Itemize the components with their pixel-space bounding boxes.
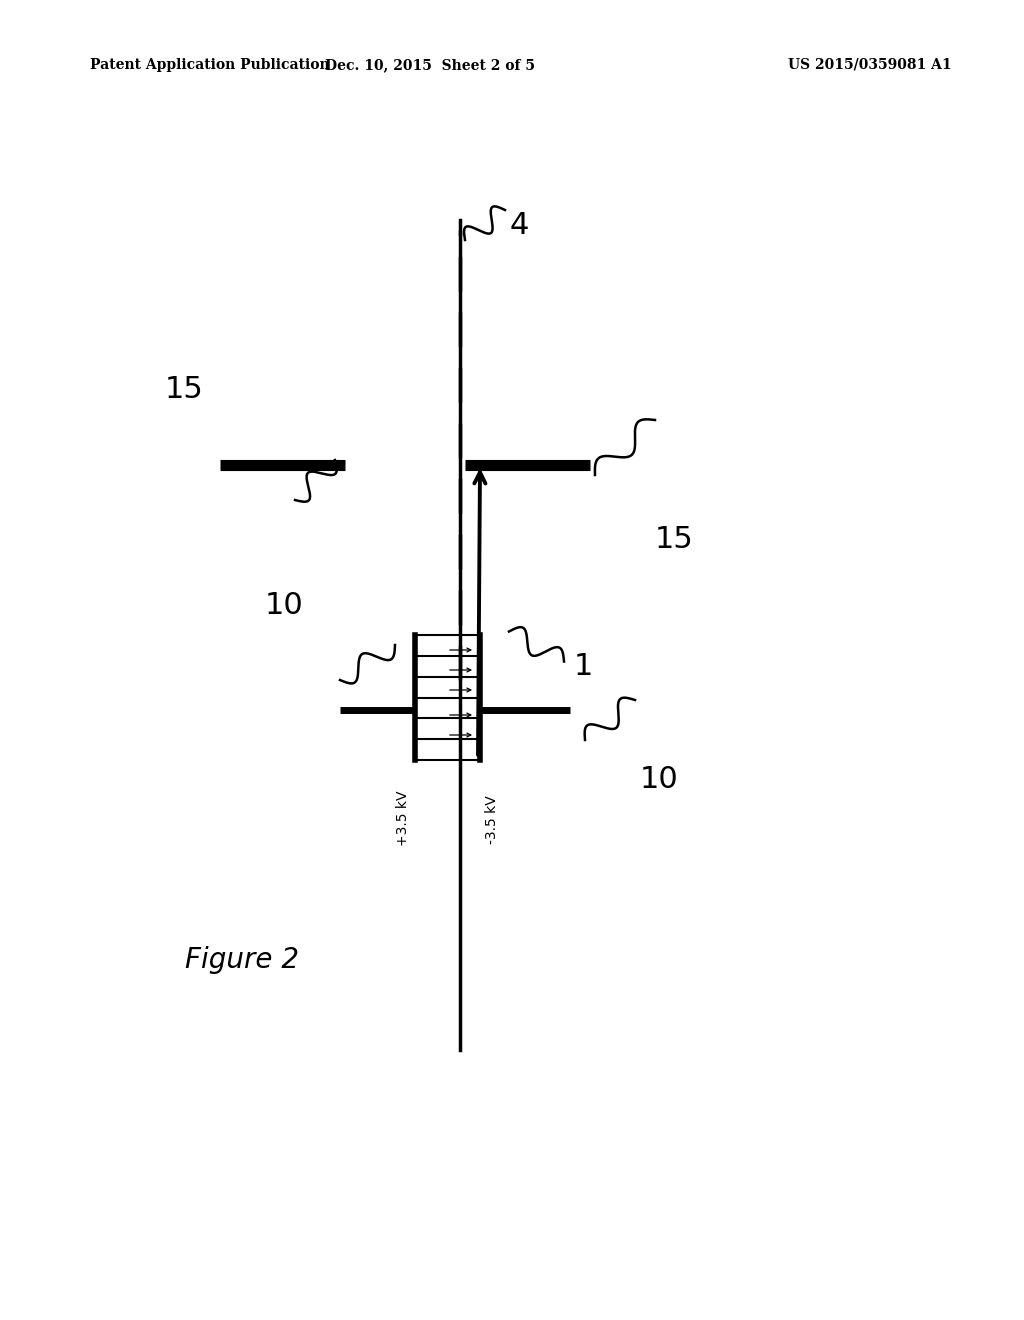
Text: 15: 15	[165, 375, 204, 404]
Text: 10: 10	[265, 590, 304, 619]
Text: US 2015/0359081 A1: US 2015/0359081 A1	[788, 58, 952, 73]
Text: 4: 4	[510, 210, 529, 239]
Text: Patent Application Publication: Patent Application Publication	[90, 58, 330, 73]
Text: 10: 10	[640, 766, 679, 795]
Text: +3.5 kV: +3.5 kV	[396, 789, 410, 846]
Text: -3.5 kV: -3.5 kV	[485, 795, 499, 843]
Text: Dec. 10, 2015  Sheet 2 of 5: Dec. 10, 2015 Sheet 2 of 5	[325, 58, 535, 73]
Text: 1: 1	[574, 652, 593, 681]
Text: Figure 2: Figure 2	[185, 946, 299, 974]
Text: 15: 15	[655, 525, 693, 554]
